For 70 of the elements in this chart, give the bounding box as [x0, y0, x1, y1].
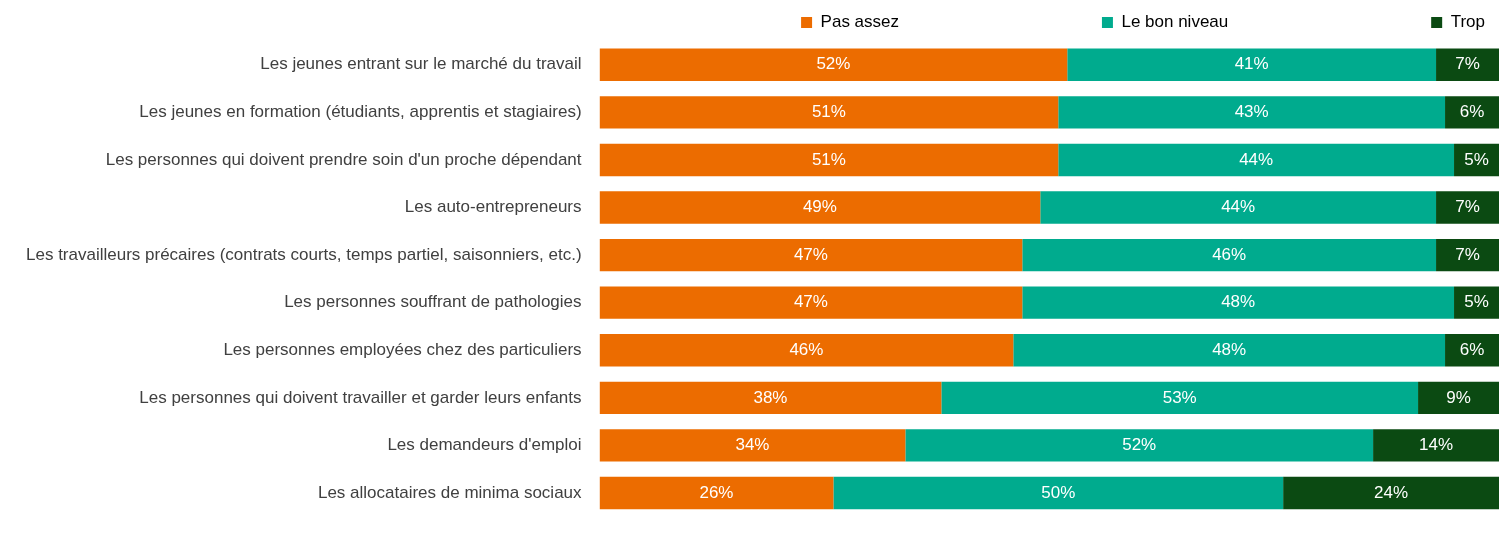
data-label: 48% — [1221, 292, 1256, 312]
bar — [599, 191, 1041, 224]
bar — [599, 334, 1014, 367]
legend-label: Trop — [1450, 12, 1485, 32]
legend-label: Le bon niveau — [1121, 12, 1418, 32]
bar — [833, 476, 1284, 510]
y-tick-label: Les personnes employées chez des particuliers — [223, 339, 582, 359]
data-label: 34% — [735, 435, 770, 455]
bar — [1436, 191, 1499, 224]
data-label: 5% — [1464, 149, 1489, 169]
data-label: 51% — [811, 149, 846, 169]
bar — [599, 48, 1068, 81]
y-tick-label: Les demandeurs d'emploi — [387, 435, 582, 455]
data-label: 51% — [811, 102, 846, 122]
bar — [941, 381, 1419, 415]
bar — [1058, 143, 1455, 177]
bar — [599, 286, 1023, 319]
data-label: 7% — [1455, 197, 1480, 217]
data-label: 47% — [793, 244, 828, 264]
y-tick-label: Les travailleurs précaires (contrats courts, temps partiel, saisonniers, etc.) — [26, 244, 582, 264]
bar — [599, 476, 834, 510]
data-label: 7% — [1455, 54, 1480, 74]
data-label: 43% — [1234, 102, 1269, 122]
data-label: 6% — [1459, 102, 1485, 122]
bar — [1418, 381, 1499, 415]
data-label: 38% — [753, 387, 788, 407]
data-label: 50% — [1041, 482, 1076, 502]
bar — [599, 238, 1023, 272]
bar — [1445, 96, 1499, 129]
bar — [1013, 334, 1446, 367]
bar — [1040, 191, 1437, 224]
data-label: 9% — [1446, 387, 1471, 407]
bar — [905, 429, 1374, 462]
y-tick-label: Les personnes souffrant de pathologies — [284, 292, 582, 312]
data-label: 44% — [1239, 149, 1274, 169]
bar — [599, 429, 906, 462]
y-tick-label: Les auto-entrepreneurs — [404, 197, 582, 217]
bar — [1436, 238, 1499, 272]
y-tick-label: Les personnes qui doivent prendre soin d'un proche dépendant — [105, 149, 582, 169]
bar — [1058, 96, 1446, 129]
data-label: 53% — [1162, 387, 1197, 407]
bar — [599, 96, 1059, 129]
bar — [1022, 238, 1437, 272]
data-label: 52% — [1122, 435, 1157, 455]
legend-label: Pas assez — [820, 12, 1088, 32]
data-label: 48% — [1212, 339, 1247, 359]
bar — [1022, 286, 1455, 319]
bar — [599, 381, 942, 415]
bar — [1283, 476, 1499, 510]
data-label: 52% — [816, 54, 851, 74]
data-label: 44% — [1221, 197, 1256, 217]
y-tick-label: Les jeunes en formation (étudiants, apprentis et stagiaires) — [139, 102, 582, 122]
y-tick-label: Les jeunes entrant sur le marché du travail — [260, 54, 582, 74]
data-label: 7% — [1455, 244, 1480, 264]
bar — [1436, 48, 1499, 81]
y-tick-label: Les allocataires de minima sociaux — [317, 482, 583, 502]
bar — [1067, 48, 1437, 81]
bar — [599, 143, 1059, 177]
data-label: 14% — [1419, 435, 1454, 455]
data-label: 46% — [1212, 244, 1247, 264]
data-label: 24% — [1374, 482, 1409, 502]
data-label: 41% — [1234, 54, 1269, 74]
data-label: 46% — [789, 339, 824, 359]
data-label: 47% — [793, 292, 828, 312]
data-label: 6% — [1459, 339, 1485, 359]
data-label: 5% — [1464, 292, 1489, 312]
data-label: 26% — [699, 482, 734, 502]
y-tick-label: Les personnes qui doivent travailler et garder leurs enfants — [139, 387, 582, 407]
bar — [1373, 429, 1499, 462]
data-label: 49% — [802, 197, 837, 217]
